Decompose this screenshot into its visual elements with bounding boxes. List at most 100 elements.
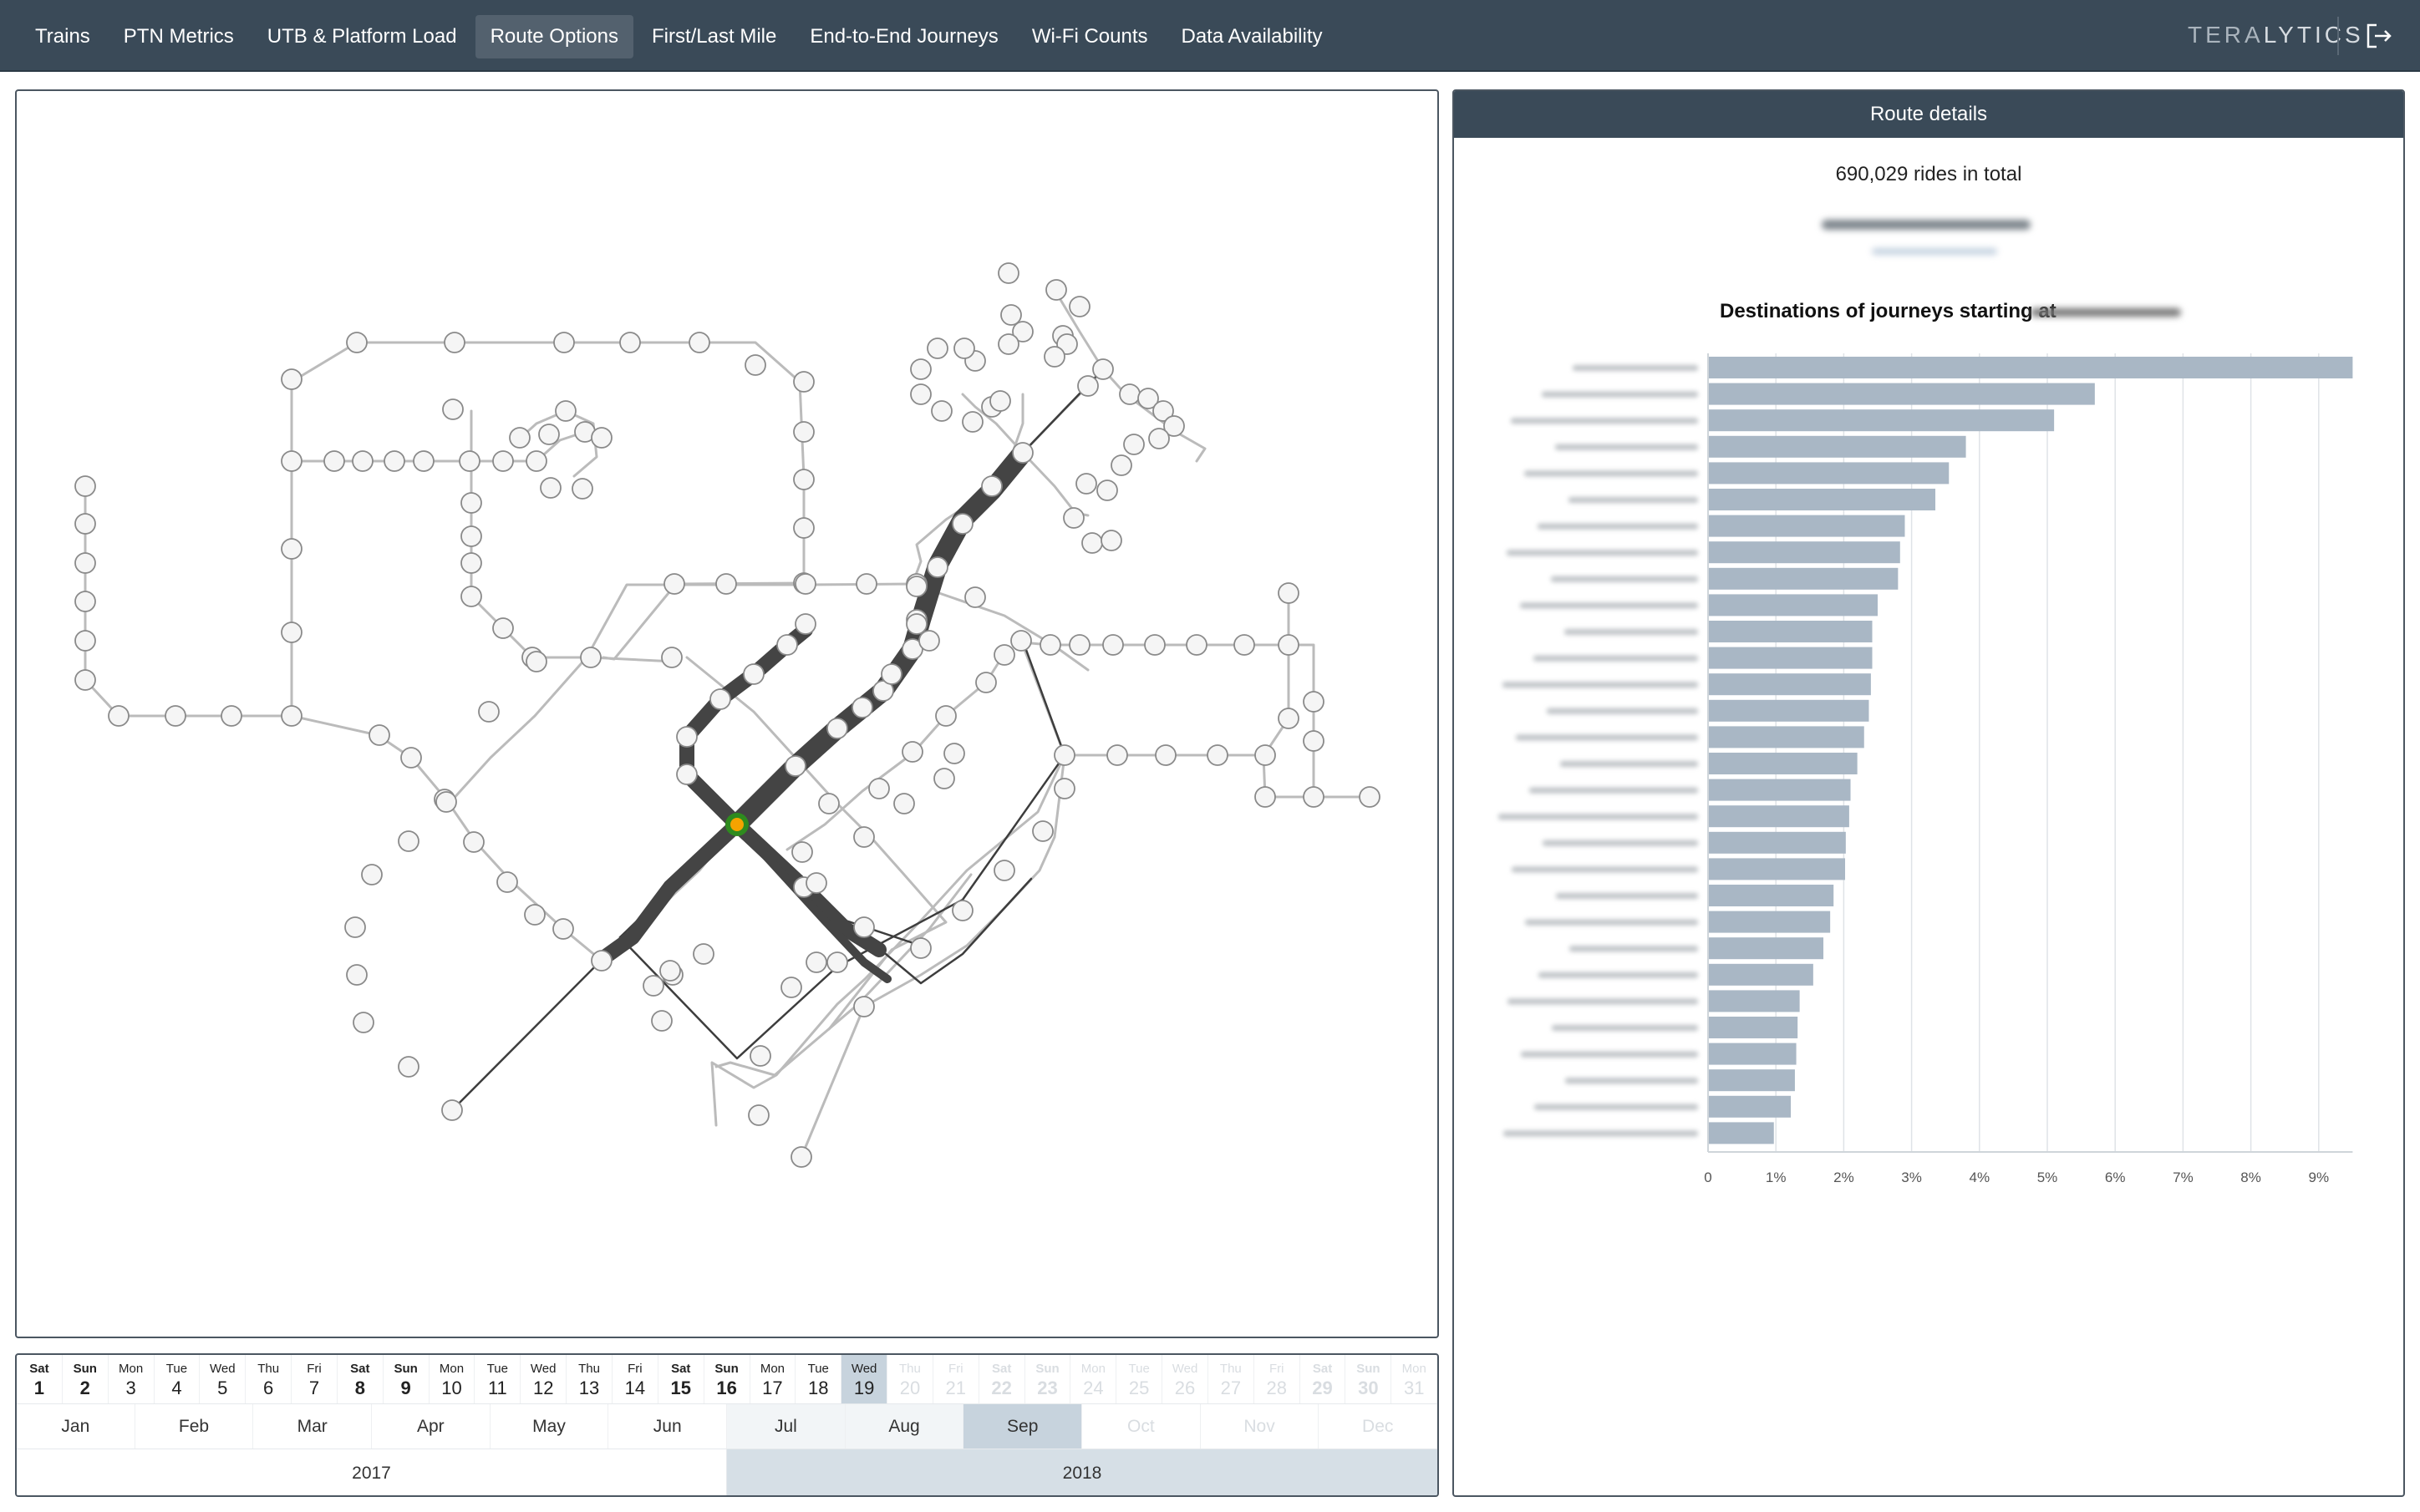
station-node[interactable]	[591, 950, 613, 972]
station-node[interactable]	[793, 517, 815, 539]
bar[interactable]	[1708, 673, 1871, 696]
day-1[interactable]: Sat 1	[17, 1355, 63, 1403]
station-node[interactable]	[281, 538, 302, 560]
day-19[interactable]: Wed 19	[841, 1355, 888, 1403]
bar[interactable]	[1708, 990, 1800, 1012]
day-20[interactable]: Thu 20	[887, 1355, 933, 1403]
station-node[interactable]	[1102, 634, 1124, 656]
station-node[interactable]	[910, 358, 932, 380]
day-23[interactable]: Sun 23	[1025, 1355, 1071, 1403]
station-node[interactable]	[902, 741, 923, 763]
station-node[interactable]	[281, 622, 302, 643]
station-node[interactable]	[1152, 400, 1174, 422]
station-node[interactable]	[651, 1010, 673, 1032]
station-node[interactable]	[526, 450, 547, 472]
station-node[interactable]	[659, 960, 681, 982]
nav-tab-end-to-end-journeys[interactable]: End-to-End Journeys	[810, 25, 999, 48]
station-node[interactable]	[868, 778, 890, 799]
nav-tab-utb-platform-load[interactable]: UTB & Platform Load	[267, 25, 457, 48]
station-node[interactable]	[1075, 473, 1097, 495]
bar[interactable]	[1708, 1043, 1797, 1065]
station-node[interactable]	[881, 663, 902, 685]
station-node[interactable]	[918, 630, 940, 652]
station-node[interactable]	[1081, 532, 1103, 554]
bar[interactable]	[1708, 858, 1846, 880]
bar[interactable]	[1708, 357, 2353, 378]
station-node[interactable]	[1054, 744, 1075, 766]
bar[interactable]	[1708, 409, 2055, 432]
station-node[interactable]	[74, 475, 96, 497]
station-node[interactable]	[460, 586, 482, 607]
bar[interactable]	[1708, 726, 1864, 748]
bar[interactable]	[1708, 594, 1878, 616]
month-dec-2018[interactable]: Dec	[1319, 1404, 1437, 1449]
station-node[interactable]	[975, 672, 997, 693]
month-mar-2017[interactable]: Mar	[253, 1404, 373, 1449]
station-node[interactable]	[1010, 630, 1032, 652]
nav-tab-wi-fi-counts[interactable]: Wi-Fi Counts	[1031, 25, 1148, 48]
station-node[interactable]	[108, 705, 130, 727]
station-node[interactable]	[459, 450, 480, 472]
station-node[interactable]	[553, 332, 575, 353]
station-node[interactable]	[906, 613, 928, 635]
station-node[interactable]	[1278, 634, 1299, 656]
station-node[interactable]	[1233, 634, 1255, 656]
day-17[interactable]: Mon 17	[750, 1355, 796, 1403]
station-node[interactable]	[1111, 454, 1132, 476]
station-node[interactable]	[74, 669, 96, 691]
day-5[interactable]: Wed 5	[200, 1355, 247, 1403]
day-8[interactable]: Sat 8	[338, 1355, 384, 1403]
bar[interactable]	[1708, 383, 2095, 405]
station-node[interactable]	[643, 975, 664, 997]
station-node[interactable]	[910, 383, 932, 405]
day-10[interactable]: Mon 10	[430, 1355, 475, 1403]
station-node[interactable]	[989, 390, 1011, 412]
station-node[interactable]	[444, 332, 465, 353]
bar[interactable]	[1708, 435, 1966, 458]
day-29[interactable]: Sat 29	[1300, 1355, 1346, 1403]
bar[interactable]	[1708, 1017, 1798, 1038]
station-node[interactable]	[818, 793, 840, 814]
station-node[interactable]	[943, 743, 965, 764]
station-node[interactable]	[1303, 786, 1324, 808]
station-node[interactable]	[906, 576, 928, 597]
station-node[interactable]	[689, 332, 710, 353]
logout-icon[interactable]	[2365, 22, 2393, 50]
station-node[interactable]	[344, 916, 366, 938]
day-12[interactable]: Wed 12	[521, 1355, 567, 1403]
month-nov-2018[interactable]: Nov	[1200, 1404, 1319, 1449]
station-node[interactable]	[398, 830, 419, 852]
station-node[interactable]	[619, 332, 641, 353]
station-node[interactable]	[460, 552, 482, 574]
station-node[interactable]	[1303, 730, 1324, 752]
station-node[interactable]	[852, 697, 873, 718]
day-6[interactable]: Thu 6	[246, 1355, 292, 1403]
station-node[interactable]	[856, 573, 877, 595]
day-18[interactable]: Tue 18	[796, 1355, 842, 1403]
bar[interactable]	[1708, 489, 1936, 510]
station-node[interactable]	[1054, 778, 1075, 799]
station-node[interactable]	[1012, 442, 1034, 464]
station-node[interactable]	[1045, 279, 1067, 301]
station-node[interactable]	[1106, 744, 1128, 766]
station-node[interactable]	[826, 951, 848, 973]
month-oct-2018[interactable]: Oct	[1082, 1404, 1201, 1449]
station-node[interactable]	[1123, 434, 1145, 455]
station-node[interactable]	[1012, 321, 1034, 342]
station-node[interactable]	[745, 354, 766, 376]
bar[interactable]	[1708, 699, 1869, 722]
station-node[interactable]	[1119, 383, 1141, 405]
station-node[interactable]	[998, 262, 1019, 284]
station-node[interactable]	[281, 368, 302, 390]
station-node[interactable]	[1207, 744, 1228, 766]
station-node[interactable]	[676, 726, 698, 748]
station-node[interactable]	[400, 747, 422, 769]
station-node[interactable]	[791, 1146, 812, 1168]
station-node[interactable]	[580, 647, 602, 668]
station-node[interactable]	[369, 724, 390, 746]
station-node[interactable]	[780, 977, 802, 998]
station-node[interactable]	[221, 705, 242, 727]
station-node[interactable]	[1096, 479, 1118, 501]
month-aug-2018[interactable]: Aug	[845, 1404, 964, 1449]
station-node[interactable]	[853, 916, 875, 938]
